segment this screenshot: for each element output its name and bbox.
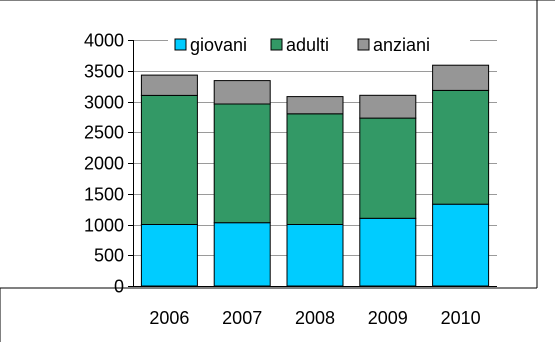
- bar-anziani-2007: [213, 80, 271, 105]
- y-tick-label: 0: [114, 277, 124, 297]
- bar-giovani-2007: [213, 222, 271, 287]
- bar-anziani-2009: [359, 94, 417, 119]
- y-tick-label: 2500: [84, 123, 124, 143]
- bar-anziani-2010: [432, 64, 490, 91]
- x-tick-label: 2007: [222, 308, 262, 328]
- legend-background: [168, 33, 470, 55]
- y-tick-label: 500: [94, 246, 124, 266]
- x-tick-label: 2009: [368, 308, 408, 328]
- bar-adulti-2007: [213, 103, 271, 224]
- legend-label-anziani: anziani: [373, 35, 430, 55]
- bar-anziani-2006: [140, 74, 198, 96]
- y-tick-label: 2000: [84, 154, 124, 174]
- bar-adulti-2010: [432, 89, 490, 205]
- x-tick-label: 2006: [149, 308, 189, 328]
- y-tick-label: 3500: [84, 62, 124, 82]
- bar-giovani-2006: [140, 224, 198, 287]
- y-tick-label: 1500: [84, 185, 124, 205]
- bar-giovani-2008: [286, 224, 344, 287]
- y-tick-label: 3000: [84, 93, 124, 113]
- bar-anziani-2008: [286, 96, 344, 115]
- bar-adulti-2009: [359, 117, 417, 219]
- legend-label-adulti: adulti: [286, 35, 329, 55]
- y-tick-label: 4000: [84, 31, 124, 51]
- y-tick-label: 1000: [84, 216, 124, 236]
- legend-swatch-adulti: [270, 38, 283, 51]
- bar-giovani-2009: [359, 217, 417, 287]
- bar-giovani-2010: [432, 203, 490, 287]
- legend-swatch-anziani: [357, 38, 370, 51]
- x-tick-label: 2008: [295, 308, 335, 328]
- legend-label-giovani: giovani: [190, 35, 247, 55]
- x-tick-label: 2010: [441, 308, 481, 328]
- bar-adulti-2008: [286, 113, 344, 225]
- bar-adulti-2006: [140, 94, 198, 225]
- legend-swatch-giovani: [174, 38, 187, 51]
